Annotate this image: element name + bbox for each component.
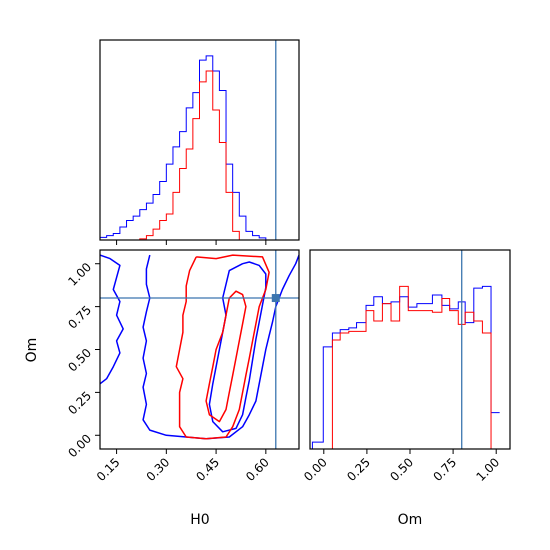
om-tick-label-x: 0.00 — [301, 455, 330, 484]
joint-frame — [100, 250, 299, 449]
om-histogram-ticks: 0.00 0.25 0.50 0.75 1.00 — [301, 449, 502, 484]
om-tick-label-x: 0.50 — [387, 455, 416, 484]
om-tick-label-x: 0.25 — [344, 455, 373, 484]
x-axis-label-h0: H0 — [190, 512, 209, 528]
x-axis-label-om: Om — [398, 512, 423, 528]
h0-tick-label: 0.45 — [193, 455, 222, 484]
om-tick-label-y: 0.50 — [65, 346, 94, 375]
om-histogram-red-step — [312, 286, 499, 449]
om-histogram-blue — [312, 286, 499, 449]
truth-marker — [272, 294, 280, 302]
h0-histogram-ticks — [117, 240, 266, 245]
om-tick-label-y: 1.00 — [65, 260, 94, 289]
h0-om-joint-panel: 0.15 0.30 0.45 0.60 0.00 0.25 0.50 0.75 1.00 — [65, 250, 299, 484]
h0-tick-label: 0.60 — [243, 455, 272, 484]
y-axis-label-om: Om — [24, 338, 40, 363]
om-tick-label-x: 0.75 — [430, 455, 459, 484]
om-tick-label-y: 0.25 — [65, 389, 94, 418]
contour-red-inner — [206, 291, 246, 421]
h0-tick-label: 0.30 — [144, 455, 173, 484]
h0-histogram-red — [100, 71, 299, 240]
om-tick-label-y: 0.75 — [65, 303, 94, 332]
h0-tick-label: 0.15 — [94, 455, 123, 484]
om-tick-label-y: 0.00 — [65, 431, 94, 460]
om-tick-label-x: 1.00 — [474, 455, 503, 484]
om-histogram-red — [312, 286, 499, 449]
h0-histogram-panel — [100, 40, 299, 245]
h0-histogram-red-step — [100, 71, 299, 240]
om-histogram-panel: 0.00 0.25 0.50 0.75 1.00 — [301, 250, 510, 484]
joint-truth-lines — [100, 250, 299, 449]
contour-blue-outer-left — [100, 255, 123, 384]
om-histogram-blue-step — [312, 286, 499, 449]
joint-contours — [100, 255, 299, 439]
om-histogram-frame — [310, 250, 510, 449]
